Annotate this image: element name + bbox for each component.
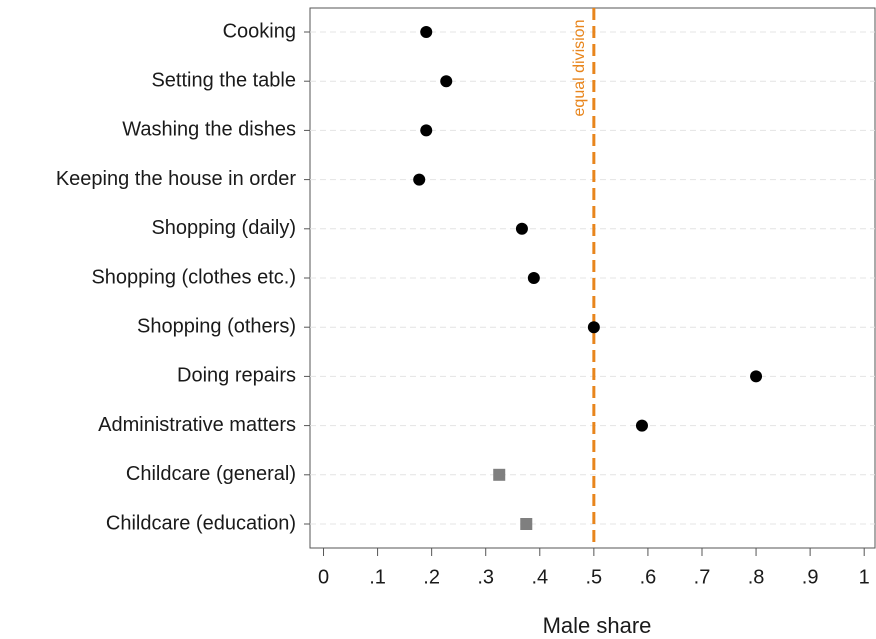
dot [493, 468, 506, 481]
x-axis-label: Male share [543, 613, 652, 638]
y-tick-label: Shopping (daily) [151, 217, 296, 239]
x-tick-label: .6 [640, 566, 657, 588]
x-tick-label: .9 [802, 566, 819, 588]
dot [527, 272, 540, 284]
x-tick-label: .1 [369, 566, 386, 588]
dot [440, 75, 453, 88]
y-tick-label: Childcare (education) [106, 512, 296, 534]
y-tick-label: Cooking [223, 20, 296, 42]
dot [515, 222, 528, 235]
dot [420, 26, 433, 38]
x-tick-label: .2 [423, 566, 440, 588]
x-tick-label: .8 [748, 566, 765, 588]
dot [520, 518, 533, 530]
dot [413, 173, 426, 186]
y-tick-label: Childcare (general) [126, 463, 296, 485]
y-tick-label: Setting the table [151, 69, 296, 91]
y-tick-label: Shopping (clothes etc.) [91, 266, 296, 288]
dot [420, 124, 433, 137]
dot [635, 419, 648, 432]
y-tick-label: Administrative matters [98, 414, 296, 436]
dot [750, 370, 763, 383]
x-tick-label: 0 [318, 566, 329, 588]
y-tick-label: Doing repairs [177, 365, 296, 387]
y-tick-label: Washing the dishes [122, 119, 296, 141]
y-tick-label: Shopping (others) [137, 315, 296, 337]
x-tick-label: 1 [859, 566, 870, 588]
x-tick-label: .3 [477, 566, 494, 588]
x-tick-label: .5 [586, 566, 603, 588]
y-tick-label: Keeping the house in order [56, 168, 297, 190]
reference-label: equal division [571, 20, 588, 117]
x-tick-label: .7 [694, 566, 711, 588]
dot [587, 321, 600, 334]
x-tick-label: .4 [531, 566, 548, 588]
